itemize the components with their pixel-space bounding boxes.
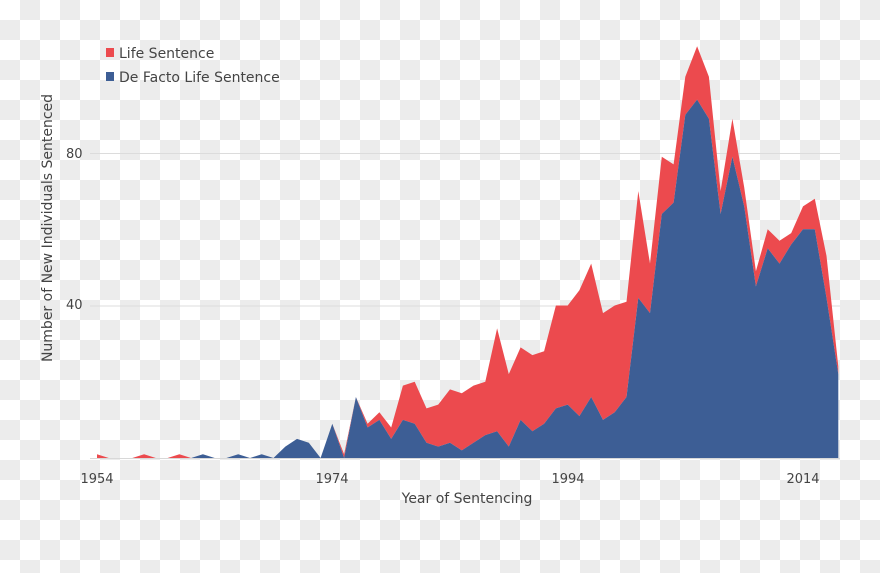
y-axis-title: Number of New Individuals Sentenced	[40, 94, 56, 362]
legend: Life Sentence De Facto Life Sentence	[106, 46, 280, 86]
legend-swatch-de-facto	[106, 72, 114, 81]
x-tick-labels: 1954 1974 1994 2014	[80, 472, 819, 487]
legend-item-life-sentence[interactable]: Life Sentence	[106, 46, 214, 62]
y-tick-label: 80	[66, 147, 83, 162]
areas	[97, 46, 839, 459]
x-tick-label: 1974	[315, 472, 348, 487]
y-tick-labels: 40 80	[66, 147, 83, 313]
legend-label: Life Sentence	[119, 46, 214, 62]
legend-swatch-life	[106, 48, 114, 57]
area-de-facto-life-sentence	[97, 99, 839, 458]
legend-item-de-facto[interactable]: De Facto Life Sentence	[106, 70, 280, 86]
x-tick-label: 1954	[80, 472, 113, 487]
x-tick-label: 2014	[786, 472, 819, 487]
y-tick-label: 40	[66, 298, 83, 313]
legend-label: De Facto Life Sentence	[119, 70, 280, 86]
x-tick-label: 1994	[551, 472, 584, 487]
x-axis-title: Year of Sentencing	[401, 491, 533, 507]
